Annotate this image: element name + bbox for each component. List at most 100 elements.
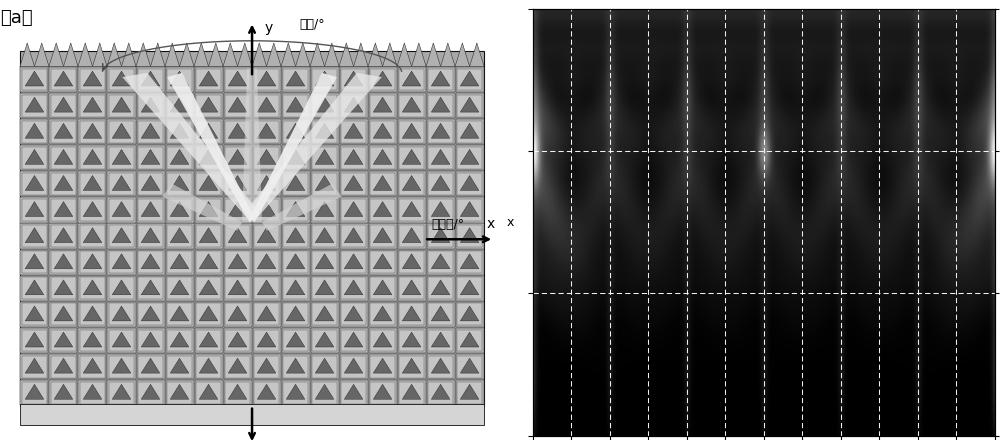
Polygon shape	[402, 358, 421, 373]
Polygon shape	[199, 202, 218, 216]
Polygon shape	[112, 150, 131, 164]
Bar	[282, 224, 310, 249]
Bar	[428, 251, 453, 273]
Bar	[456, 198, 484, 223]
Polygon shape	[286, 176, 305, 191]
Bar	[225, 277, 250, 299]
Bar	[282, 275, 310, 301]
Bar	[311, 171, 339, 197]
Bar	[109, 121, 134, 143]
Bar	[137, 198, 165, 223]
Bar	[427, 119, 455, 144]
Bar	[341, 225, 366, 247]
Bar	[137, 302, 165, 327]
Bar	[457, 147, 482, 169]
Bar	[399, 356, 424, 378]
Bar	[166, 93, 194, 118]
Bar	[107, 67, 136, 92]
Polygon shape	[315, 384, 334, 399]
Polygon shape	[286, 306, 305, 321]
Bar	[225, 251, 250, 273]
Polygon shape	[373, 254, 392, 269]
Bar	[254, 199, 279, 221]
Bar	[196, 121, 221, 143]
Polygon shape	[460, 123, 479, 138]
Bar	[311, 93, 339, 118]
Polygon shape	[54, 358, 73, 373]
Bar	[312, 330, 337, 352]
Bar	[427, 249, 455, 275]
Bar	[457, 69, 482, 91]
Bar	[370, 199, 395, 221]
Polygon shape	[431, 228, 450, 242]
Bar	[225, 69, 250, 91]
Bar	[398, 67, 426, 92]
Polygon shape	[25, 176, 44, 191]
Polygon shape	[141, 384, 160, 399]
Polygon shape	[112, 332, 131, 347]
Polygon shape	[257, 71, 276, 86]
Polygon shape	[252, 43, 267, 66]
Polygon shape	[339, 43, 354, 66]
Bar	[195, 171, 223, 197]
Polygon shape	[431, 202, 450, 216]
Polygon shape	[286, 150, 305, 164]
Bar	[428, 225, 453, 247]
Polygon shape	[112, 358, 131, 373]
Polygon shape	[310, 43, 325, 66]
Polygon shape	[83, 176, 102, 191]
Bar	[340, 249, 368, 275]
Bar	[457, 95, 482, 117]
Polygon shape	[170, 97, 189, 112]
Bar	[195, 67, 223, 92]
Bar	[224, 249, 252, 275]
Bar	[20, 403, 484, 425]
Polygon shape	[199, 306, 218, 321]
Bar	[51, 199, 76, 221]
Bar	[224, 302, 252, 327]
Polygon shape	[344, 97, 363, 112]
Bar	[225, 225, 250, 247]
Polygon shape	[228, 150, 247, 164]
Polygon shape	[25, 123, 44, 138]
Bar	[370, 225, 395, 247]
Bar	[399, 69, 424, 91]
Bar	[167, 251, 192, 273]
Bar	[340, 275, 368, 301]
Bar	[428, 95, 453, 117]
Bar	[166, 275, 194, 301]
Bar	[166, 249, 194, 275]
Bar	[369, 354, 397, 379]
Polygon shape	[286, 332, 305, 347]
Bar	[312, 69, 337, 91]
Bar	[311, 119, 339, 144]
Bar	[22, 95, 47, 117]
Bar	[456, 171, 484, 197]
Bar	[340, 198, 368, 223]
Bar	[398, 328, 426, 353]
Bar	[283, 69, 308, 91]
Bar	[78, 67, 106, 92]
Bar	[225, 173, 250, 195]
Polygon shape	[373, 332, 392, 347]
Bar	[22, 147, 47, 169]
Bar	[51, 277, 76, 299]
Bar	[196, 147, 221, 169]
Polygon shape	[460, 71, 479, 86]
Bar	[224, 67, 252, 92]
Polygon shape	[78, 43, 92, 66]
Bar	[22, 251, 47, 273]
Text: x: x	[507, 216, 514, 229]
Bar	[427, 328, 455, 353]
Polygon shape	[54, 254, 73, 269]
Bar	[167, 121, 192, 143]
Polygon shape	[228, 384, 247, 399]
Bar	[312, 251, 337, 273]
Polygon shape	[170, 176, 189, 191]
Bar	[369, 224, 397, 249]
Polygon shape	[431, 150, 450, 164]
Bar	[109, 225, 134, 247]
Bar	[80, 304, 105, 325]
Bar	[370, 382, 395, 403]
Polygon shape	[257, 254, 276, 269]
